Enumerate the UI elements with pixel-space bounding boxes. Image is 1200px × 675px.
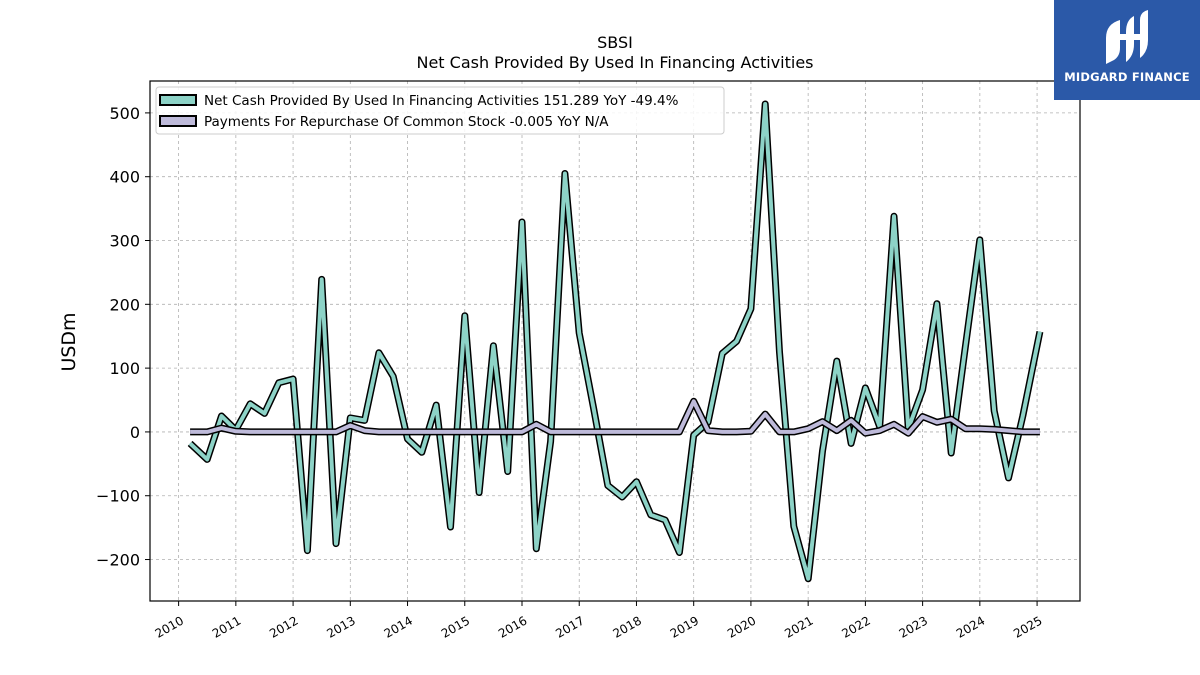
plot-frame bbox=[149, 80, 1081, 602]
y-axis-label: USDm bbox=[58, 312, 80, 371]
y-tick-label: −100 bbox=[96, 487, 140, 506]
y-tick-label: 400 bbox=[109, 168, 140, 187]
logo-mark-icon bbox=[1106, 10, 1148, 64]
x-tick-label: 2017 bbox=[553, 613, 586, 640]
x-tick-label: 2010 bbox=[153, 613, 186, 640]
x-tick-label: 2019 bbox=[668, 613, 701, 640]
y-tick-label: −200 bbox=[96, 551, 140, 570]
y-tick-label: 100 bbox=[109, 359, 140, 378]
x-tick-label: 2012 bbox=[267, 613, 300, 640]
x-tick-label: 2022 bbox=[839, 613, 872, 640]
y-tick-label: 500 bbox=[109, 104, 140, 123]
x-tick-label: 2011 bbox=[210, 613, 243, 640]
x-tick-label: 2015 bbox=[439, 613, 472, 640]
legend-box bbox=[155, 86, 725, 135]
series-1-line bbox=[190, 399, 1040, 436]
legend-label: Payments For Repurchase Of Common Stock … bbox=[204, 114, 609, 130]
x-tick-label: 2014 bbox=[382, 613, 415, 640]
x-tick-label: 2023 bbox=[897, 613, 930, 640]
x-tick-label: 2024 bbox=[954, 613, 987, 640]
x-tick-label: 2025 bbox=[1011, 613, 1044, 640]
legend-swatch bbox=[159, 94, 197, 106]
series-layer bbox=[187, 100, 1044, 583]
series-0-line bbox=[188, 102, 1042, 581]
y-tick-label: 200 bbox=[109, 295, 140, 314]
legend-label: Net Cash Provided By Used In Financing A… bbox=[204, 93, 679, 109]
y-tick-label: 300 bbox=[109, 232, 140, 251]
chart-subtitle: Net Cash Provided By Used In Financing A… bbox=[416, 53, 813, 72]
x-tick-label: 2013 bbox=[324, 613, 357, 640]
legend-swatch bbox=[159, 115, 197, 127]
logo-text: MIDGARD FINANCE bbox=[1064, 70, 1190, 84]
x-tick-label: 2021 bbox=[782, 613, 815, 640]
y-tick-label: 0 bbox=[130, 423, 140, 442]
legend: Net Cash Provided By Used In Financing A… bbox=[155, 86, 725, 135]
x-tick-label: 2020 bbox=[725, 613, 758, 640]
midgard-finance-logo: MIDGARD FINANCE bbox=[1054, 0, 1200, 100]
x-tick-label: 2016 bbox=[496, 613, 529, 640]
chart-title: SBSI bbox=[597, 33, 633, 52]
x-tick-label: 2018 bbox=[611, 613, 644, 640]
